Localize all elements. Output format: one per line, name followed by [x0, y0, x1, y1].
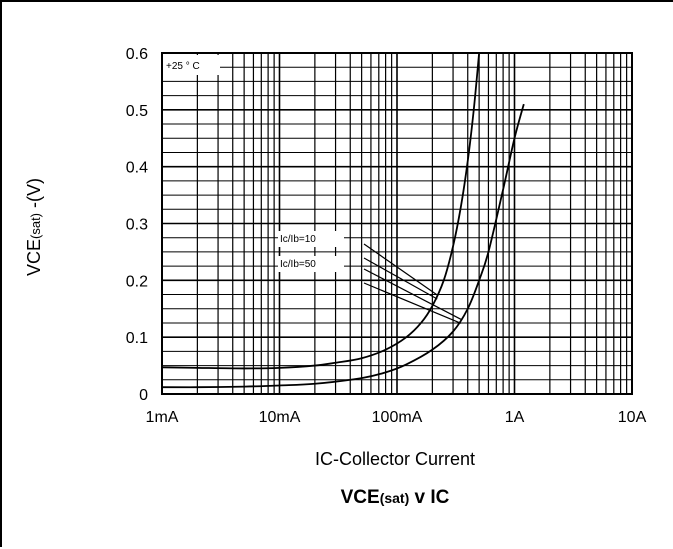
annotation-label-bg — [278, 231, 344, 247]
title-sub: (sat) — [380, 490, 410, 506]
title-main: VCE — [341, 487, 380, 508]
series-line-2 — [161, 103, 525, 389]
x-tick-label: 1mA — [146, 409, 179, 426]
y-tick-label: 0.5 — [126, 103, 148, 120]
chart-title: VCE(sat) v IC — [341, 487, 450, 508]
y-tick-label: 0.4 — [126, 160, 148, 177]
series-line-1 — [161, 52, 481, 370]
title-rest: v IC — [409, 487, 449, 508]
x-tick-label: 10mA — [259, 409, 301, 426]
x-axis-label: IC-Collector Current — [315, 449, 475, 469]
annotation-leader — [363, 243, 438, 296]
y-label-rest: -(V) — [24, 178, 44, 213]
annotation-leader — [363, 268, 462, 320]
plot-border — [161, 52, 633, 395]
y-tick-label: 0 — [139, 387, 148, 404]
y-label-sub: (sat) — [28, 213, 43, 239]
condition-label: +25 ° C — [166, 61, 200, 72]
annotation-label-bg — [278, 256, 344, 272]
x-tick-label: 10A — [618, 409, 647, 426]
y-tick-label: 0.3 — [126, 217, 148, 234]
y-tick-labels: 0 0.1 0.2 0.3 0.4 0.5 0.6 — [126, 46, 148, 404]
y-label-main: VCE — [24, 239, 44, 276]
annotation-label: Ic/Ib=50 — [280, 259, 316, 270]
annotation-leader — [363, 257, 438, 300]
x-tick-label: 1A — [505, 409, 525, 426]
annotation-layer: Ic/Ib=10 Ic/Ib=50 — [278, 231, 462, 324]
y-tick-label: 0.6 — [126, 46, 148, 63]
annotation-label: Ic/Ib=10 — [280, 234, 316, 245]
x-tick-labels: 1mA 10mA 100mA 1A 10A — [146, 409, 647, 426]
y-axis-label: VCE(sat) -(V) — [24, 178, 44, 276]
x-tick-label: 100mA — [372, 409, 423, 426]
condition-label-box — [162, 55, 220, 75]
y-tick-label: 0.2 — [126, 273, 148, 290]
series-layer — [161, 52, 525, 389]
y-tick-label: 0.1 — [126, 330, 148, 347]
annotation-leader — [363, 282, 462, 324]
